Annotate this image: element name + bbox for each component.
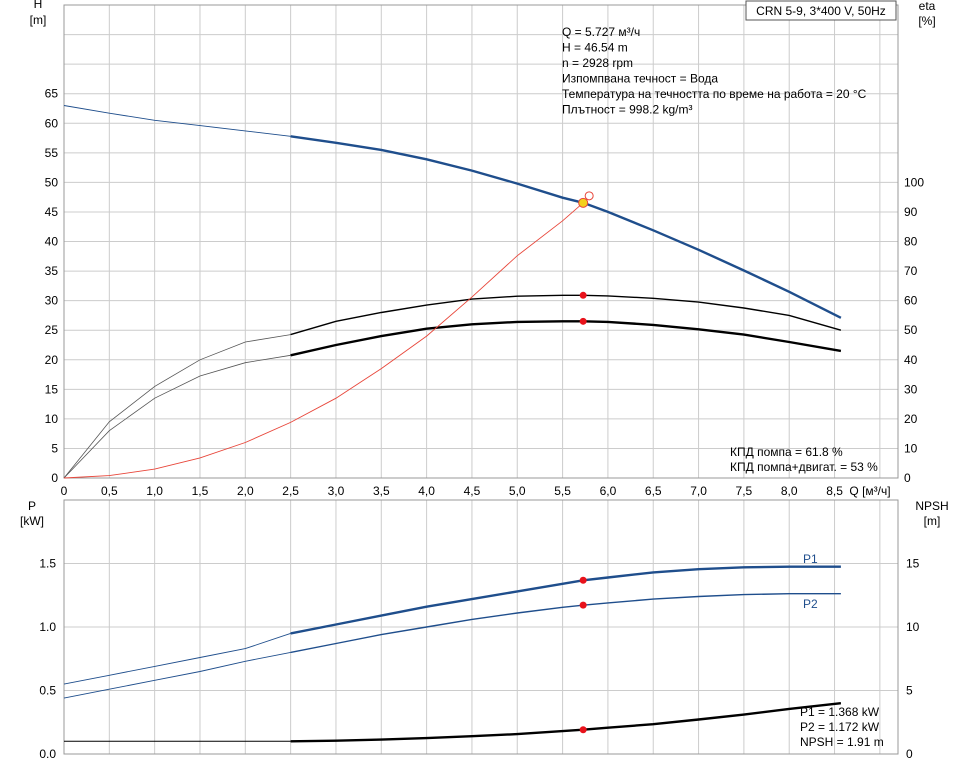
x-tick: 8,5 — [826, 484, 843, 498]
top-y-left-tick: 5 — [51, 441, 58, 455]
bottom-y-right-unit: [m] — [924, 514, 941, 528]
operating-point-marker-open — [584, 191, 594, 201]
x-tick: 3,0 — [328, 484, 345, 498]
pump-title-box — [745, 0, 897, 21]
top-y-right-tick: 90 — [904, 205, 918, 219]
eta-total-curve — [290, 320, 842, 357]
x-tick: 0 — [61, 484, 68, 498]
top-info-line: Плътност = 998.2 kg/m³ — [562, 103, 692, 117]
top-y-left-tick: 65 — [45, 87, 59, 101]
x-tick: 4,0 — [418, 484, 435, 498]
top-y-right-tick: 70 — [904, 264, 918, 278]
p1-curve — [290, 565, 841, 635]
bottom-y-right-tick: 10 — [906, 620, 920, 634]
top-y-right-tick: 0 — [904, 471, 911, 485]
bottom-y-left-label: P — [28, 499, 36, 513]
top-y-left-tick: 60 — [45, 116, 59, 130]
top-y-right-tick: 20 — [904, 412, 918, 426]
bottom-y-right-tick: 15 — [906, 557, 920, 571]
bottom-plot-frame — [63, 499, 899, 755]
bottom-y-left-tick: 0.5 — [39, 684, 56, 698]
top-y-left-tick: 0 — [51, 471, 58, 485]
top-y-left-tick: 25 — [45, 323, 59, 337]
x-tick: 8,0 — [781, 484, 798, 498]
bottom-y-left-tick: 1.5 — [39, 557, 56, 571]
bottom-info-line: P1 = 1.368 kW — [800, 705, 880, 719]
x-tick: 5,5 — [554, 484, 571, 498]
top-y-right-tick: 10 — [904, 441, 918, 455]
top-y-left-tick: 45 — [45, 205, 59, 219]
top-info-line: n = 2928 rpm — [562, 56, 633, 70]
top-y-left-tick: 20 — [45, 353, 59, 367]
bottom-info-line: P2 = 1.172 kW — [800, 720, 880, 734]
p1-curve-thin — [63, 632, 291, 685]
npsh-curve — [290, 702, 842, 743]
p1-point — [579, 576, 587, 584]
head-curve-thin — [63, 105, 291, 137]
top-y-right-tick: 30 — [904, 382, 918, 396]
bottom-y-left-unit: [kW] — [20, 514, 44, 528]
system-curve — [63, 202, 584, 479]
top-y-left-tick: 55 — [45, 146, 59, 160]
top-y-right-tick: 40 — [904, 353, 918, 367]
top-grid — [63, 4, 898, 755]
x-tick: 1,5 — [192, 484, 209, 498]
top-y-left-tick: 50 — [45, 175, 59, 189]
eta-total-point — [579, 317, 587, 325]
top-y-left-tick: 30 — [45, 294, 59, 308]
x-tick: 0,5 — [101, 484, 118, 498]
bottom-y-right-tick: 5 — [906, 684, 913, 698]
head-curve-thick — [290, 135, 842, 319]
top-y-right-tick: 100 — [904, 175, 924, 189]
bottom-y-left-tick: 0.0 — [39, 747, 56, 761]
top-y-left-unit: [m] — [30, 13, 47, 27]
top-y-right-unit: [%] — [918, 14, 935, 28]
x-tick: 3,5 — [373, 484, 390, 498]
top-y-left-tick: 35 — [45, 264, 59, 278]
efficiency-line: КПД помпа = 61.8 % — [730, 445, 843, 459]
eta-total-curve-thin — [63, 354, 291, 479]
x-tick: 7,5 — [736, 484, 753, 498]
top-plot-frame — [63, 4, 899, 479]
bottom-info-line: NPSH = 1.91 m — [800, 735, 884, 749]
pump-title: CRN 5-9, 3*400 V, 50Hz — [756, 4, 886, 18]
top-y-left-tick: 15 — [45, 382, 59, 396]
x-axis-label: Q [м³/ч] — [849, 484, 890, 498]
top-y-right-tick: 80 — [904, 235, 918, 249]
top-y-left-label: H — [34, 0, 43, 11]
bottom-y-right-tick: 0 — [906, 747, 913, 761]
bottom-y-right-label: NPSH — [915, 499, 948, 513]
p2-curve-thin — [63, 651, 291, 699]
x-tick: 2,0 — [237, 484, 254, 498]
top-y-right-label: eta — [919, 0, 936, 13]
x-tick: 7,0 — [690, 484, 707, 498]
x-tick: 5,0 — [509, 484, 526, 498]
p2-curve — [290, 593, 841, 654]
x-tick: 4,5 — [464, 484, 481, 498]
x-tick: 6,5 — [645, 484, 662, 498]
x-tick: 1,0 — [146, 484, 163, 498]
top-y-right-tick: 50 — [904, 323, 918, 337]
top-y-left-tick: 10 — [45, 412, 59, 426]
npsh-point — [579, 726, 587, 734]
bottom-y-left-tick: 1.0 — [39, 620, 56, 634]
eta-pump-point — [579, 291, 587, 299]
operating-point-marker — [578, 197, 589, 208]
p2-point — [579, 601, 587, 609]
eta-pump-curve — [290, 294, 842, 336]
top-y-left-tick: 40 — [45, 235, 59, 249]
eta-pump-curve-thin — [63, 334, 291, 479]
top-info-line: Изпомпвана течност = Вода — [562, 72, 718, 86]
x-tick: 2,5 — [282, 484, 299, 498]
p2-curve-label: P2 — [803, 597, 818, 611]
efficiency-line: КПД помпа+двигат. = 53 % — [730, 460, 878, 474]
x-tick: 6,0 — [600, 484, 617, 498]
p1-curve-label: P1 — [803, 552, 818, 566]
top-y-right-tick: 60 — [904, 294, 918, 308]
top-info-line: H = 46.54 m — [562, 41, 628, 55]
top-info-line: Q = 5.727 м³/ч — [562, 25, 640, 39]
top-info-line: Температура на течността по време на раб… — [562, 87, 867, 101]
